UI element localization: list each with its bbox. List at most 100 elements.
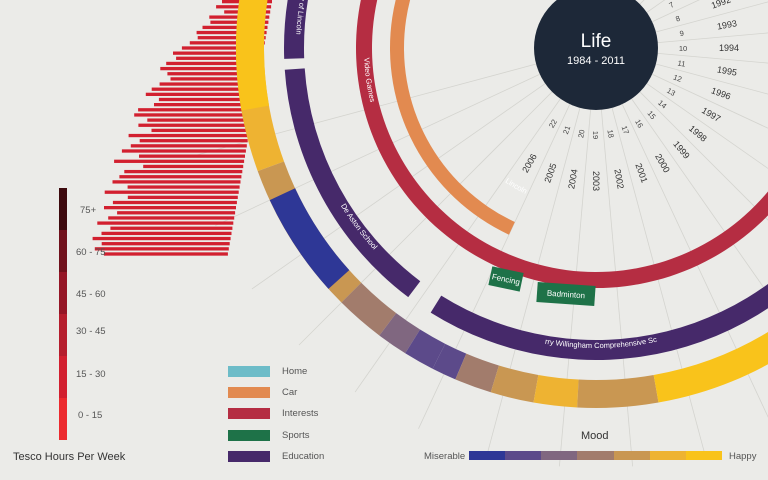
- tesco-hours-bar: [158, 97, 255, 102]
- legend-label-sports: Sports: [282, 430, 310, 441]
- mood-segment: [653, 331, 768, 403]
- year-divider: [655, 1, 768, 33]
- year-label: 2000: [653, 152, 672, 174]
- mood-scale-segment: [505, 451, 542, 460]
- tesco-hours-bar: [124, 169, 243, 174]
- legend-swatch-interests: [228, 408, 270, 419]
- tesco-scale-segment: [59, 398, 67, 440]
- center-title: Life: [581, 31, 612, 52]
- legend-swatch-education: [228, 451, 270, 462]
- year-divider: [652, 73, 768, 129]
- tesco-hours-bar: [147, 118, 252, 122]
- year-label: 1998: [687, 123, 709, 144]
- tesco-hours-bar: [94, 247, 229, 251]
- mood-segment: [455, 353, 499, 393]
- tesco-hours-bar: [104, 190, 239, 194]
- age-label: 11: [677, 58, 686, 68]
- tesco-hours-bar: [189, 41, 265, 45]
- legend-label-interests: Interests: [282, 408, 319, 419]
- year-label: 2001: [633, 162, 649, 184]
- mood-scale-segment: [685, 451, 722, 460]
- sport-fencing-badge: Fencing: [488, 266, 524, 292]
- year-label: 2003: [591, 171, 601, 191]
- year-label: 2006: [520, 152, 539, 174]
- tesco-label-75: 75+: [80, 205, 97, 216]
- year-label: 1997: [700, 105, 722, 124]
- mood-gradient-bar: [469, 451, 722, 460]
- sport-label-badminton: Badminton: [547, 289, 586, 301]
- age-label: 7: [668, 0, 676, 10]
- tesco-scale-segment: [59, 314, 67, 356]
- year-divider: [657, 53, 768, 64]
- year-label: 1993: [716, 18, 737, 31]
- year-label: 2004: [566, 168, 579, 189]
- tesco-label-45: 45 - 60: [76, 289, 106, 300]
- tesco-hours-bar: [101, 242, 230, 246]
- tesco-scale-segment: [59, 230, 67, 272]
- ring-label-home: Lincoln: [504, 176, 529, 196]
- tesco-hours-bar: [181, 46, 264, 50]
- tesco-hours-bar: [127, 185, 240, 189]
- age-label: 20: [576, 129, 586, 139]
- year-divider: [354, 98, 561, 393]
- year-divider: [486, 107, 581, 454]
- tesco-label-15: 15 - 30: [76, 369, 106, 380]
- tesco-label-0: 0 - 15: [78, 410, 103, 421]
- tesco-hours-bar: [127, 195, 238, 199]
- tesco-hours-bar: [138, 108, 254, 112]
- center-subtitle: 1984 - 2011: [567, 55, 625, 67]
- mood-segment: [405, 329, 446, 369]
- tesco-scale-bar: [59, 188, 67, 440]
- age-label: 21: [561, 124, 572, 135]
- year-divider: [646, 83, 768, 169]
- tesco-hours-bar: [104, 206, 236, 210]
- mood-label-low: Miserable: [424, 451, 466, 462]
- mood-scale-segment: [577, 451, 614, 460]
- age-label: 22: [547, 118, 559, 130]
- tesco-hours-bar: [143, 164, 244, 169]
- year-divider: [418, 104, 571, 429]
- mood-segment-blue: [269, 188, 350, 289]
- year-label: 2002: [612, 168, 625, 189]
- mood-segment-gold: [236, 0, 270, 111]
- tesco-hours-bar: [139, 154, 245, 158]
- year-label: 1994: [719, 43, 739, 53]
- year-dividers: [190, 0, 768, 467]
- year-divider: [190, 63, 537, 158]
- age-label: 14: [656, 98, 668, 110]
- tesco-hours-bar: [196, 30, 267, 35]
- tesco-hours-bar: [151, 87, 257, 91]
- tesco-hours-bar: [103, 252, 228, 256]
- age-label: 15: [645, 109, 657, 121]
- tesco-hours-bar: [160, 66, 261, 71]
- age-label: 10: [679, 44, 687, 53]
- tesco-hours-bar: [119, 175, 242, 179]
- tesco-hours-bar: [101, 231, 232, 236]
- education-school-band: [284, 68, 421, 298]
- year-divider: [601, 109, 634, 467]
- mood-segment: [432, 343, 467, 380]
- age-label: 17: [620, 124, 631, 135]
- car-band: [390, 0, 515, 235]
- tesco-hours-bar: [170, 77, 259, 81]
- mood-segment: [490, 365, 539, 403]
- mood-label-high: Happy: [729, 451, 757, 462]
- mood-scale-segment: [649, 451, 686, 460]
- tesco-hours-bar: [112, 180, 241, 184]
- age-label: 18: [605, 129, 615, 139]
- age-label: 16: [633, 118, 645, 130]
- legend-label-home: Home: [282, 366, 308, 377]
- tesco-scale-segment: [59, 356, 67, 398]
- tesco-scale-segment: [59, 188, 67, 230]
- mood-scale-segment: [613, 451, 650, 460]
- tesco-scale-segment: [59, 272, 67, 314]
- age-label: 8: [674, 14, 681, 24]
- age-label: 9: [679, 29, 685, 39]
- tesco-hours-bar: [92, 236, 231, 241]
- tesco-hours-bar: [145, 92, 256, 96]
- tesco-hours-bar: [128, 133, 249, 138]
- age-label: 13: [665, 86, 677, 98]
- tesco-hours-bar: [97, 221, 234, 225]
- tesco-hours-bar: [139, 139, 248, 143]
